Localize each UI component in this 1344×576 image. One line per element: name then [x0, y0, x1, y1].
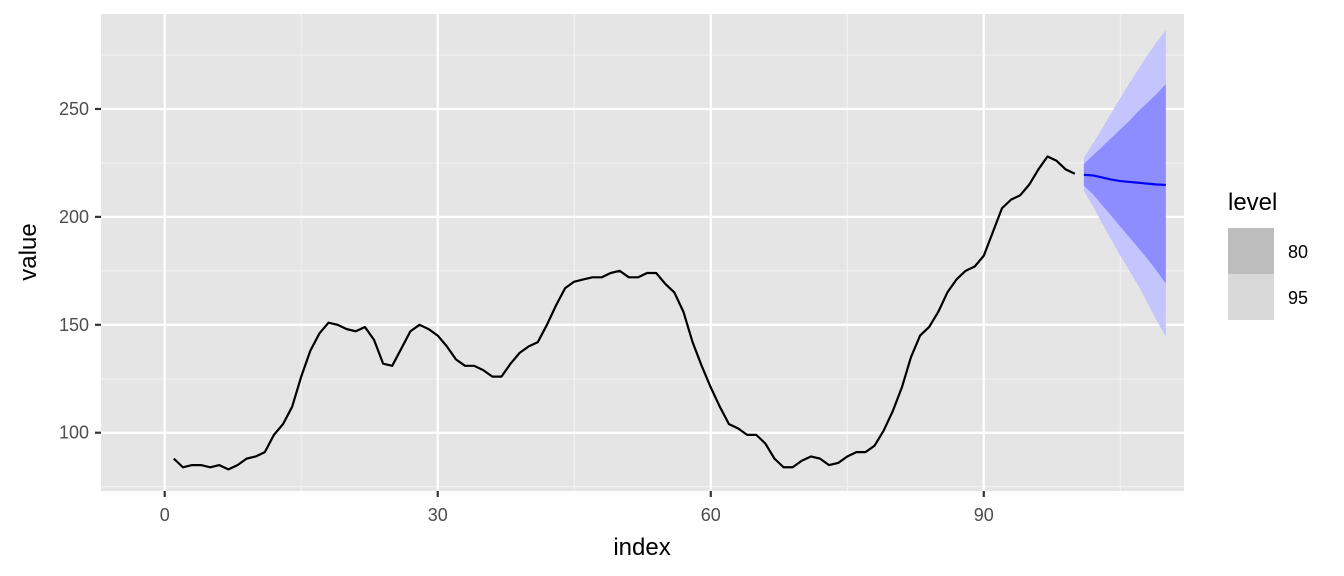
legend-title: level	[1228, 189, 1277, 216]
observed-series-line	[173, 155, 1076, 471]
x-tick-label: 30	[428, 505, 448, 525]
x-tick-label: 90	[974, 505, 994, 525]
minor-gridlines	[101, 14, 1184, 491]
y-tick-label: 250	[59, 99, 89, 119]
legend: level 80 95	[1228, 189, 1308, 320]
y-tick-label: 150	[59, 315, 89, 335]
y-axis-title: value	[15, 223, 42, 280]
series-lines	[173, 155, 1166, 471]
forecast-series-line	[1083, 173, 1166, 187]
y-tick-label: 100	[59, 423, 89, 443]
legend-label-95: 95	[1288, 288, 1308, 308]
prediction-intervals	[1083, 30, 1166, 337]
y-tick-label: 200	[59, 207, 89, 227]
y-axis-ticks: 100 150 200 250	[59, 99, 101, 443]
x-axis-title: index	[613, 534, 670, 561]
x-tick-label: 0	[160, 505, 170, 525]
legend-key-95	[1228, 274, 1274, 320]
panel-background	[101, 14, 1184, 491]
major-gridlines	[101, 14, 1184, 491]
x-tick-label: 60	[701, 505, 721, 525]
x-axis-ticks: 0 30 60 90	[160, 491, 994, 525]
band-80	[1083, 84, 1166, 284]
legend-key-80	[1228, 228, 1274, 274]
legend-label-80: 80	[1288, 242, 1308, 262]
